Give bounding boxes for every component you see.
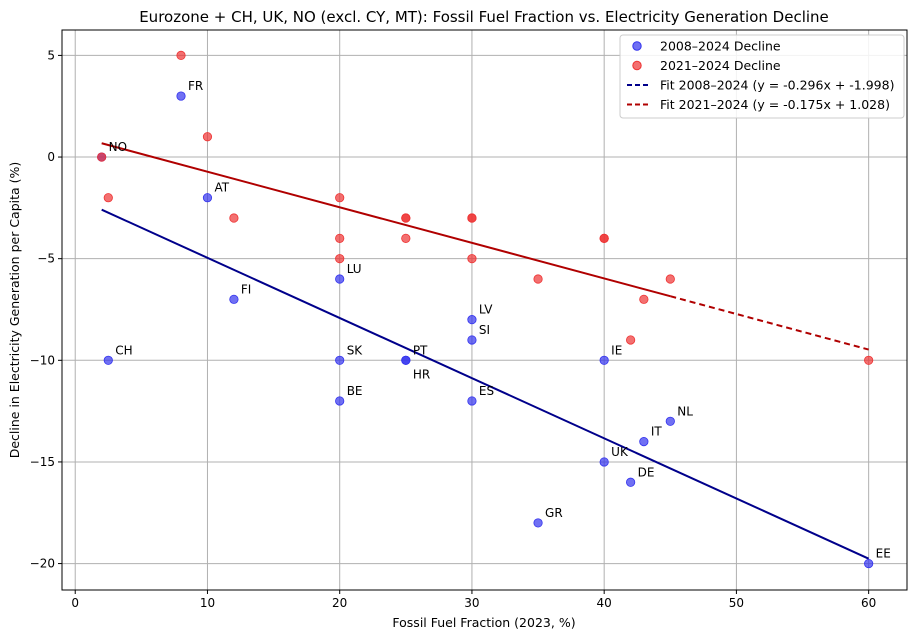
- x-tick-label: 20: [332, 596, 347, 610]
- point-label: NL: [677, 404, 693, 418]
- data-point: [533, 274, 543, 284]
- data-point: [401, 213, 411, 223]
- point-label: NO: [109, 140, 127, 154]
- data-point: [176, 91, 186, 101]
- point-label: PT: [413, 343, 428, 357]
- data-point: [467, 254, 477, 264]
- data-point: [202, 132, 213, 142]
- y-axis-label: Decline in Electricity Generation per Ca…: [7, 162, 22, 459]
- data-point: [335, 233, 345, 243]
- data-point: [401, 355, 411, 365]
- fit-line-solid: [101, 142, 671, 298]
- x-tick-label: 0: [71, 596, 79, 610]
- y-tick-label: −10: [30, 353, 55, 367]
- legend: 2008–2024 Decline 2021–2024 Decline Fit 20…: [619, 34, 905, 119]
- point-label: FR: [188, 79, 203, 93]
- legend-label: 2008–2024 Decline: [660, 39, 781, 54]
- point-label: LU: [347, 262, 362, 276]
- chart-title: Eurozone + CH, UK, NO (excl. CY, MT): Fo…: [139, 8, 829, 26]
- fit-lines: [101, 142, 870, 560]
- point-label: SK: [347, 343, 364, 357]
- data-point: [599, 233, 609, 243]
- data-point: [626, 335, 636, 345]
- point-label: UK: [611, 445, 629, 459]
- data-point: [103, 355, 113, 365]
- point-label: CH: [115, 343, 132, 357]
- plot-frame: [61, 29, 908, 591]
- data-point: [335, 274, 345, 284]
- point-label: EE: [876, 547, 891, 561]
- data-point: [467, 213, 477, 223]
- point-label: ES: [479, 384, 494, 398]
- legend-label: 2021–2024 Decline: [660, 58, 781, 73]
- data-point: [864, 355, 874, 365]
- data-point: [639, 437, 649, 447]
- x-tick-label: 60: [861, 596, 876, 610]
- point-labels: NO FR AT CH FI LU SK BE PT HR LV SI ES GR IE UK DE IT NL EE: [109, 79, 891, 561]
- data-point: [229, 294, 239, 304]
- data-point: [533, 518, 543, 528]
- point-label: LV: [479, 303, 493, 317]
- data-point: [103, 193, 113, 203]
- y-tick-label: −20: [30, 557, 55, 571]
- y-tick-label: 0: [47, 150, 55, 164]
- data-point: [335, 355, 345, 365]
- data-point: [467, 315, 477, 325]
- legend-marker: [632, 60, 642, 71]
- point-label: BE: [347, 384, 363, 398]
- legend-marker: [632, 41, 642, 51]
- legend-box: [619, 34, 905, 119]
- point-label: HR: [413, 367, 430, 381]
- data-point: [467, 335, 477, 345]
- point-label: IE: [611, 343, 622, 357]
- fit-line-solid: [101, 208, 870, 560]
- data-point: [335, 193, 345, 203]
- legend-label: Fit 2021–2024 (y = -0.175x + 1.028): [660, 97, 890, 112]
- data-point: [97, 152, 107, 162]
- data-point: [176, 50, 186, 61]
- data-point: [599, 457, 609, 467]
- x-tick-label: 10: [200, 596, 215, 610]
- legend-label: Fit 2008–2024 (y = -0.296x + -1.998): [660, 78, 894, 93]
- point-label: FI: [241, 282, 251, 296]
- data-point: [599, 355, 609, 365]
- point-label: SI: [479, 323, 490, 337]
- data-point: [639, 294, 649, 304]
- data-point: [626, 477, 636, 487]
- point-label: AT: [214, 181, 229, 195]
- data-point: [665, 274, 675, 284]
- data-point: [665, 416, 675, 426]
- x-axis-label: Fossil Fuel Fraction (2023, %): [392, 615, 575, 630]
- data-point: [467, 396, 477, 406]
- y-tick-label: 5: [47, 48, 55, 62]
- data-point: [401, 233, 411, 243]
- point-label: GR: [545, 506, 563, 520]
- y-tick-label: −15: [30, 455, 55, 469]
- fit-line-dashed: [670, 295, 869, 351]
- y-tick-label: −5: [37, 252, 55, 266]
- data-point: [864, 558, 874, 569]
- point-label: IT: [651, 425, 663, 439]
- data-point: [335, 396, 345, 406]
- data-points: [97, 50, 874, 569]
- grid: [62, 30, 907, 590]
- point-label: DE: [638, 465, 655, 479]
- data-point: [335, 254, 345, 264]
- x-tick-label: 40: [597, 596, 612, 610]
- x-tick-label: 30: [464, 596, 479, 610]
- data-point: [202, 193, 213, 203]
- x-tick-label: 50: [729, 596, 744, 610]
- data-point: [229, 213, 239, 223]
